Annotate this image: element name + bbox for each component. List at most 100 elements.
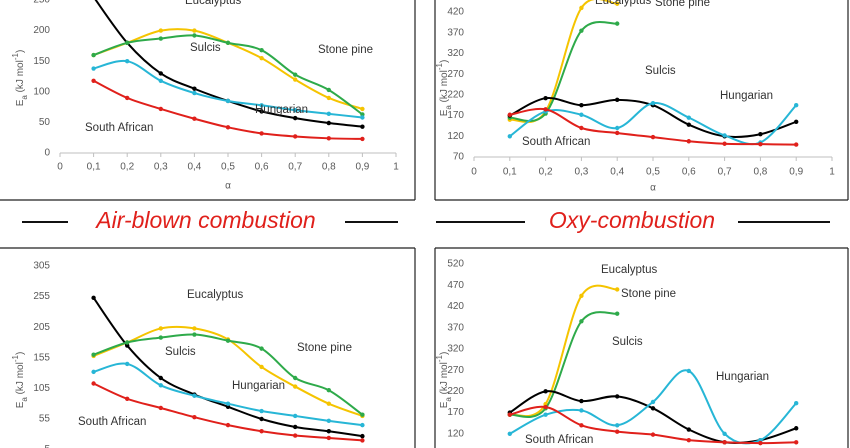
y-tick-label: 220 [447,386,464,397]
y-tick-label: 305 [33,261,50,272]
series-label: South African [522,136,590,148]
point [259,55,264,61]
x-tick-label: 0,4 [610,167,624,178]
y-axis-title: Ea (kJ mol-1) [11,352,29,409]
series-line [509,0,618,124]
point [326,418,331,424]
y-axis-title-part: ) [15,352,26,355]
point [722,141,727,146]
point [158,405,163,411]
x-tick-label: 0,9 [789,167,803,178]
point [615,429,620,434]
y-tick-label: 105 [33,383,50,394]
series-label: Stone pine [655,0,710,9]
y-tick-label: 270 [447,69,464,80]
series-label: South African [85,122,153,134]
y-tick-label: 100 [33,86,50,97]
point [326,435,331,441]
y-tick-label: 200 [33,25,50,36]
point [192,332,197,337]
point [579,293,584,299]
point [650,432,656,437]
point [259,346,264,351]
x-tick-label: 0,5 [646,167,660,178]
point [794,401,799,406]
y-tick-label: 170 [447,110,464,121]
point [686,368,691,374]
point [326,388,331,393]
y-axis-title-part: -1 [11,53,20,61]
y-tick-label: 150 [33,56,50,67]
point [225,125,231,130]
point [543,389,548,394]
point [259,47,264,53]
y-tick-label: 155 [33,352,50,363]
y-axis-title-part: a [20,95,29,100]
point [650,406,656,411]
point [615,97,620,103]
x-axis-title: α [650,183,656,194]
x-tick-label: 0,6 [682,167,696,178]
series-label: Hungarian [232,380,285,392]
x-tick-label: 0,3 [154,162,168,173]
point [650,399,656,405]
point [125,396,130,402]
point [293,134,298,139]
point [722,431,727,436]
point [686,139,691,144]
point [615,423,620,428]
point [579,5,584,11]
point [360,115,365,120]
y-tick-label: 420 [447,7,464,18]
x-tick-label: 0,7 [288,162,302,173]
point [360,422,365,428]
point [259,429,264,434]
y-axis-title-part: ) [439,60,450,63]
point [225,40,231,46]
point [326,401,331,406]
y-axis-title-part: (kJ mol [15,362,26,397]
point [326,111,331,117]
point [507,112,512,117]
x-axis-title: α [225,181,231,192]
y-tick-label: 320 [447,344,464,355]
point [192,86,197,91]
point [326,95,331,101]
point [225,422,231,428]
chart: 555105155205255305Ea (kJ mol-1)Eucalyptu… [11,261,365,448]
point [507,134,512,139]
x-tick-label: 1 [829,167,835,178]
point [360,412,365,417]
point [91,381,96,386]
series-line [509,311,618,418]
y-axis-title-part: E [15,401,26,408]
point [192,116,197,121]
point [192,414,197,420]
point [192,33,197,38]
y-axis-title-part: -1 [435,355,444,363]
series-label: South African [78,416,146,428]
point [125,40,130,46]
x-tick-label: 0 [57,162,63,173]
y-tick-label: 0 [44,148,50,159]
point [192,326,197,331]
y-tick-label: 120 [447,428,464,439]
x-tick-label: 0,4 [187,162,201,173]
caption: Oxy-combustion [549,207,715,233]
point [686,122,691,127]
point [579,125,584,131]
point [125,343,130,348]
y-tick-label: 55 [39,414,51,425]
y-axis-title-part: a [444,397,453,402]
point [579,408,584,413]
point [794,142,799,147]
series-label: Eucalyptus [601,264,658,276]
y-axis-title-part: a [20,397,29,402]
point [158,375,163,381]
point [293,375,298,381]
series-line [509,284,618,418]
point [507,431,512,436]
point [326,136,331,141]
point [360,136,365,142]
x-tick-label: 0,6 [255,162,269,173]
